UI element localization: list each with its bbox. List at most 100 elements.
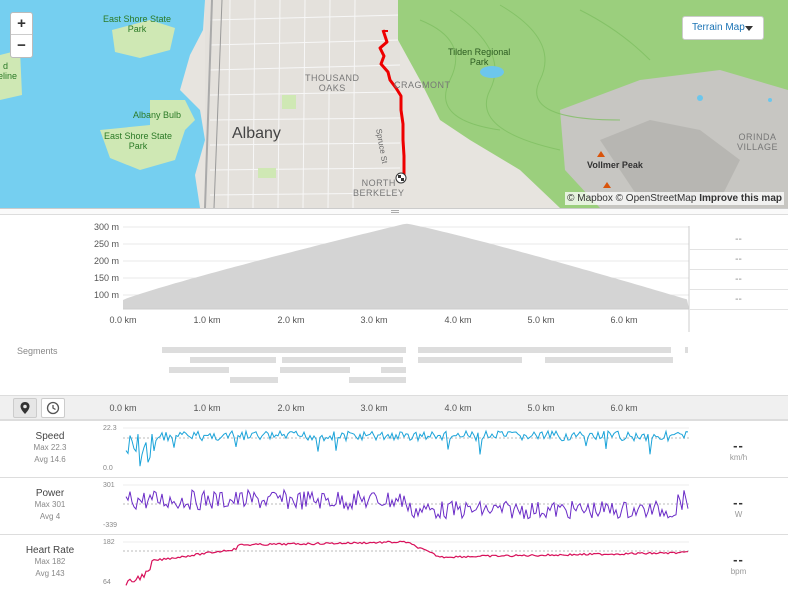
speed-axis-max: 22.3: [103, 425, 117, 432]
improve-map-link[interactable]: Improve this map: [699, 193, 782, 204]
place-village: VILLAGE: [737, 142, 779, 152]
toolbar-x-tick-0: 0.0 km: [109, 403, 137, 413]
resize-handle[interactable]: [0, 208, 788, 215]
elevation-x-tick-5: 5.0 km: [527, 315, 555, 325]
segment-bar[interactable]: [545, 357, 673, 363]
toolbar-x-tick-6: 6.0 km: [610, 403, 638, 413]
place-thousand: THOUSAND: [305, 73, 360, 83]
caret-down-icon: [745, 26, 753, 31]
power-current: -- W: [689, 495, 788, 519]
zoom-out-button[interactable]: −: [17, 37, 26, 54]
toolbar-x-tick-4: 4.0 km: [444, 403, 472, 413]
speed-unit: km/h: [729, 453, 748, 462]
toolbar-x-tick-2: 2.0 km: [277, 403, 305, 413]
stream-toolbar: 0.0 km 1.0 km 2.0 km 3.0 km 4.0 km 5.0 k…: [0, 395, 788, 420]
power-axis-max: 301: [103, 482, 115, 489]
place-east-shore-bottom: East Shore State: [104, 131, 173, 141]
elevation-y-tick-3: 150 m: [93, 273, 119, 283]
place-east-shore-bottom-park: Park: [128, 141, 148, 151]
speed-current: -- km/h: [689, 438, 788, 462]
elevation-y-tick-0: 300 m: [93, 222, 119, 232]
elevation-side-value-2: --: [689, 270, 788, 290]
elevation-x-tick-4: 4.0 km: [444, 315, 472, 325]
segment-bar[interactable]: [169, 367, 229, 373]
segment-bar[interactable]: [280, 367, 350, 373]
toolbar-x-tick-5: 5.0 km: [527, 403, 555, 413]
map-attribution: © Mapbox © OpenStreetMap Improve this ma…: [565, 192, 784, 205]
speed-line: [125, 429, 689, 467]
speed-title: Speed: [35, 431, 65, 442]
segment-bar[interactable]: [685, 347, 688, 353]
elevation-x-tick-2: 2.0 km: [277, 315, 305, 325]
route-map[interactable]: East Shore State Park d eline Albany Bul…: [0, 0, 788, 208]
segment-bar[interactable]: [282, 357, 403, 363]
segment-bar[interactable]: [418, 347, 671, 353]
map-type-label: Terrain Map: [692, 22, 745, 33]
zoom-control: + −: [10, 12, 33, 58]
place-partial-2: eline: [0, 71, 18, 81]
heart-rate-axis-max: 182: [103, 539, 115, 546]
map-canvas[interactable]: [0, 0, 788, 208]
elevation-side-value-3: --: [689, 290, 788, 310]
time-mode-button[interactable]: [41, 398, 65, 418]
elevation-x-tick-0: 0.0 km: [109, 315, 137, 325]
place-partial-1: d: [2, 61, 8, 71]
segment-bar[interactable]: [349, 377, 406, 383]
heart-rate-max: Max 182: [34, 557, 66, 566]
place-albany: Albany: [232, 125, 281, 142]
segments-label: Segments: [17, 346, 58, 356]
elevation-x-tick-3: 3.0 km: [360, 315, 388, 325]
speed-max: Max 22.3: [33, 443, 67, 452]
clock-icon: [46, 401, 60, 415]
power-value: --: [733, 495, 744, 510]
power-avg: Avg 4: [39, 512, 61, 521]
elevation-chart[interactable]: 300 m 250 m 200 m 150 m 100 m 0.0 km 1.0…: [0, 216, 788, 332]
segments-panel: Segments: [0, 332, 788, 395]
heart-rate-stream-row[interactable]: Heart Rate Max 182 Avg 143 182 64 -- bpm: [0, 534, 788, 591]
speed-stream-row[interactable]: Speed Max 22.3 Avg 14.6 22.3 0.0 -- km/h: [0, 420, 788, 477]
power-title: Power: [35, 488, 65, 499]
power-line: [125, 488, 689, 520]
segment-bar[interactable]: [418, 357, 522, 363]
elevation-x-tick-1: 1.0 km: [193, 315, 221, 325]
segment-bar[interactable]: [162, 347, 406, 353]
grip-icon: [391, 210, 399, 213]
place-vollmer-peak: Vollmer Peak: [587, 160, 643, 170]
elevation-side-value-1: --: [689, 250, 788, 270]
toolbar-x-tick-3: 3.0 km: [360, 403, 388, 413]
place-cragmont: CRAGMONT: [394, 80, 451, 90]
elevation-y-tick-4: 100 m: [93, 290, 119, 300]
segment-bar[interactable]: [381, 367, 406, 373]
place-tilden-park: Park: [469, 57, 489, 67]
heart-rate-current: -- bpm: [689, 552, 788, 576]
place-north: NORTH: [361, 178, 396, 188]
zoom-in-button[interactable]: +: [11, 13, 32, 35]
heart-rate-axis-min: 64: [103, 579, 111, 586]
power-stream-row[interactable]: Power Max 301 Avg 4 301 -339 -- W: [0, 477, 788, 534]
speed-value: --: [733, 438, 744, 453]
heart-rate-label-block: Heart Rate Max 182 Avg 143: [0, 535, 100, 580]
attrib-osm[interactable]: © OpenStreetMap: [615, 193, 697, 204]
map-type-dropdown[interactable]: Terrain Map: [682, 16, 764, 40]
place-berkeley: BERKELEY: [353, 188, 405, 198]
elevation-x-tick-6: 6.0 km: [610, 315, 638, 325]
elevation-side-value-0: --: [689, 230, 788, 250]
distance-mode-button[interactable]: [13, 398, 37, 418]
power-label-block: Power Max 301 Avg 4: [0, 478, 100, 523]
heart-rate-avg: Avg 143: [35, 569, 65, 578]
place-tilden: Tilden Regional: [448, 47, 511, 57]
elevation-y-tick-2: 200 m: [93, 256, 119, 266]
heart-rate-value: --: [733, 552, 744, 567]
power-axis-min: -339: [103, 522, 118, 529]
elevation-area: [123, 223, 689, 309]
power-max: Max 301: [34, 500, 66, 509]
toolbar-x-tick-1: 1.0 km: [193, 403, 221, 413]
segment-bar[interactable]: [230, 377, 278, 383]
speed-label-block: Speed Max 22.3 Avg 14.6: [0, 421, 100, 466]
place-east-shore-top: East Shore State: [103, 14, 172, 24]
place-albany-bulb: Albany Bulb: [133, 110, 182, 120]
attrib-mapbox[interactable]: © Mapbox: [567, 193, 613, 204]
heart-rate-line: [125, 540, 688, 586]
speed-avg: Avg 14.6: [34, 455, 66, 464]
segment-bar[interactable]: [190, 357, 276, 363]
